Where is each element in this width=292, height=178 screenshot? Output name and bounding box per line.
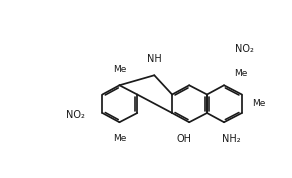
Text: NH₂: NH₂ <box>223 134 241 144</box>
Text: Me: Me <box>113 134 126 143</box>
Text: NO₂: NO₂ <box>235 44 254 54</box>
Text: Me: Me <box>113 65 126 74</box>
Text: Me: Me <box>234 69 248 78</box>
Text: OH: OH <box>176 134 191 144</box>
Text: Me: Me <box>252 99 265 108</box>
Text: NO₂: NO₂ <box>66 110 85 120</box>
Text: NH: NH <box>147 54 162 64</box>
